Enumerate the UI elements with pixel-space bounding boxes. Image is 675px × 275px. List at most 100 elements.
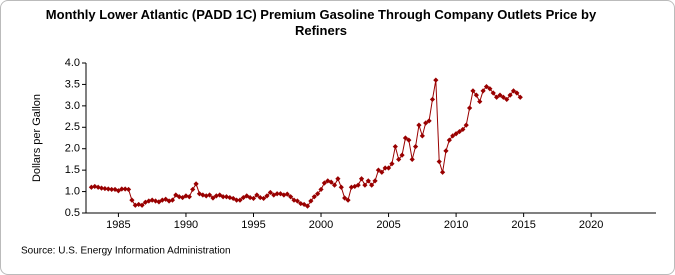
data-point [480, 88, 486, 94]
data-point [250, 195, 257, 202]
data-point [301, 201, 307, 208]
y-tick-label: 3.5 [65, 78, 80, 90]
data-point [109, 186, 115, 193]
data-point [220, 194, 226, 200]
data-point [433, 77, 439, 83]
data-point [504, 96, 510, 103]
data-point [392, 143, 398, 150]
y-tick-label: 2.0 [65, 143, 80, 155]
data-point [190, 186, 196, 193]
data-point [264, 193, 270, 199]
data-point [206, 192, 213, 198]
data-point [308, 198, 314, 204]
data-point [369, 182, 375, 188]
data-point [385, 165, 392, 171]
data-point [311, 194, 317, 200]
data-point [139, 202, 145, 208]
data-point [372, 178, 378, 184]
data-point [342, 195, 348, 201]
data-point [446, 137, 452, 143]
y-tick-label: 4.0 [65, 57, 80, 69]
x-tick-label: 2000 [309, 219, 333, 231]
x-tick-label: 2010 [444, 219, 468, 231]
data-point [294, 198, 300, 204]
data-point [321, 180, 328, 186]
data-point [500, 94, 506, 100]
data-point [362, 182, 368, 188]
data-point [416, 122, 422, 128]
y-tick-label: 1.5 [65, 164, 80, 176]
data-point [463, 122, 469, 128]
data-point [436, 158, 442, 165]
data-point [119, 186, 125, 192]
x-tick-label: 1985 [106, 219, 130, 231]
data-point [426, 118, 432, 124]
source-note: Source: U.S. Energy Information Administ… [21, 246, 231, 257]
data-point [402, 135, 409, 141]
data-point [473, 92, 479, 98]
y-tick-label: 3.0 [65, 100, 80, 112]
x-tick-label: 1995 [241, 219, 265, 231]
data-point [419, 133, 425, 139]
data-point [345, 197, 351, 203]
data-point [254, 192, 260, 198]
data-point [129, 197, 135, 203]
data-point [490, 90, 496, 96]
data-point [396, 156, 402, 163]
data-point [284, 191, 290, 197]
data-point [507, 92, 513, 98]
data-point [460, 126, 466, 133]
data-point [125, 186, 132, 193]
data-point [389, 161, 395, 167]
data-point [453, 131, 459, 137]
chart-title: Monthly Lower Atlantic (PADD 1C) Premium… [45, 7, 597, 38]
data-point [338, 184, 344, 190]
data-point [443, 148, 449, 154]
y-tick-label: 2.5 [65, 121, 80, 133]
data-point [237, 197, 243, 203]
x-tick-label: 2020 [579, 219, 603, 231]
data-point [467, 105, 473, 111]
data-point [450, 133, 456, 139]
x-tick-label: 2005 [376, 219, 400, 231]
series-line [91, 80, 521, 207]
data-point [122, 186, 128, 192]
data-point [375, 167, 382, 173]
data-point [352, 183, 358, 190]
data-point [382, 165, 388, 171]
data-point [193, 181, 199, 187]
data-point [355, 182, 361, 188]
data-point [186, 194, 192, 200]
data-point [439, 169, 446, 175]
data-point [514, 90, 520, 96]
data-point [517, 94, 523, 100]
data-point [318, 186, 324, 193]
data-point [331, 182, 338, 188]
data-point [304, 203, 311, 209]
data-point [102, 185, 108, 192]
data-point [494, 94, 500, 100]
data-point [234, 197, 240, 203]
data-point [510, 88, 517, 94]
data-point [325, 178, 331, 184]
data-point [470, 88, 476, 94]
data-point [365, 178, 371, 184]
data-point [406, 137, 412, 143]
data-point [210, 195, 216, 201]
data-point [399, 152, 405, 158]
y-tick-label: 1.0 [65, 185, 80, 197]
data-point [483, 83, 490, 90]
data-point [169, 197, 176, 203]
data-point [261, 195, 267, 202]
data-point [379, 169, 385, 175]
data-point [409, 156, 415, 163]
data-point [298, 200, 304, 207]
data-point [105, 186, 111, 192]
data-point [487, 86, 493, 92]
data-point [497, 92, 503, 98]
data-point [335, 176, 341, 182]
data-point [274, 191, 280, 197]
data-point [271, 192, 277, 198]
data-point [477, 98, 483, 105]
